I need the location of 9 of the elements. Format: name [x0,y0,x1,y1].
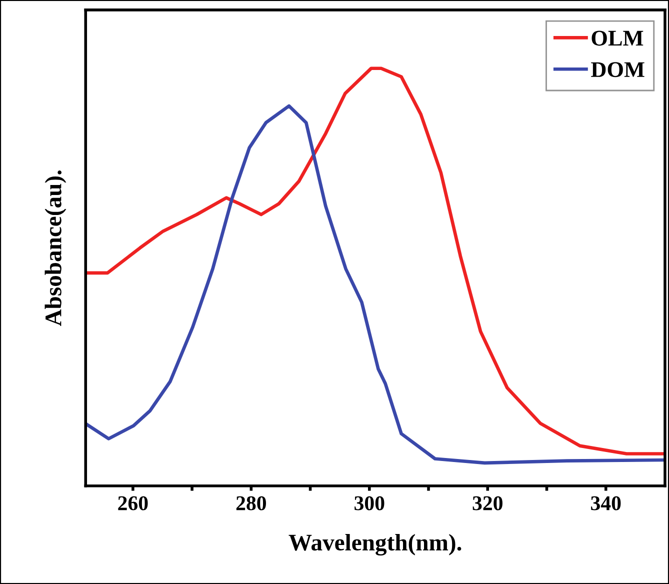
x-tick-label: 280 [236,496,266,510]
x-tick-label: 260 [118,496,148,510]
x-tick-label: 320 [472,496,502,510]
legend-label: DOM [591,62,644,78]
x-tick-label: 300 [354,496,384,510]
x-tick-label: 340 [591,496,621,510]
y-axis-title: Absobance(au). [44,170,66,326]
x-axis-title: Wavelength(nm). [288,534,462,556]
legend-label: OLM [592,30,644,46]
